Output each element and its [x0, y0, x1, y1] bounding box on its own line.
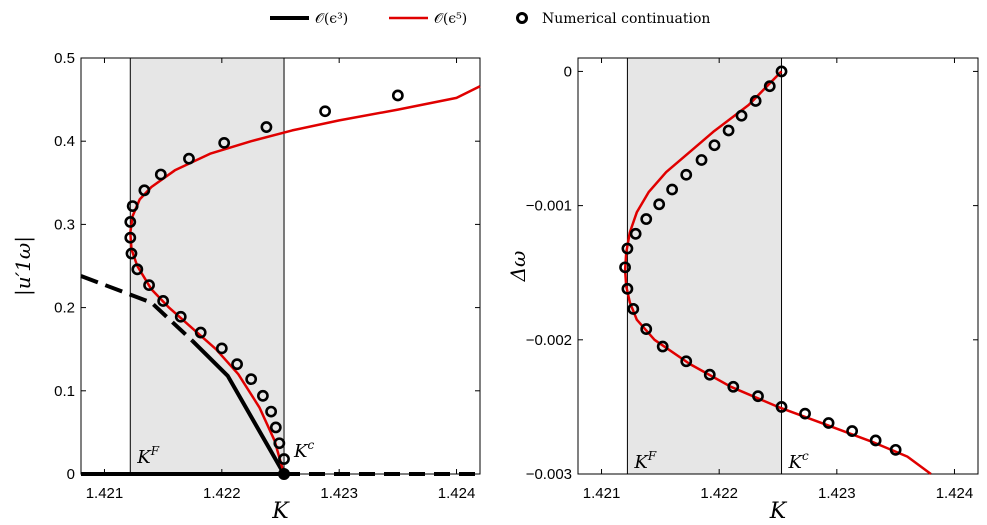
legend-label-numerical: Numerical continuation	[542, 11, 710, 27]
numerical-point	[735, 109, 748, 122]
legend: 𝒪(ϵ³) 𝒪(ϵ⁵) Numerical continuation	[270, 11, 710, 27]
numerical-point	[775, 401, 788, 413]
numerical-point	[640, 323, 653, 335]
numerical-point	[269, 421, 282, 434]
numerical-point	[708, 139, 721, 152]
annotation-kc: Kc	[293, 438, 314, 462]
y-tick-label: −0.001	[526, 198, 572, 215]
y-axis-label: |u′1ω|	[11, 236, 36, 296]
numerical-point	[619, 261, 631, 274]
numerical-point	[889, 443, 902, 456]
x-tick-label: 1.422	[203, 485, 241, 502]
y-tick-label: 0	[564, 63, 572, 80]
numerical-point	[822, 417, 835, 429]
y-tick-label: 0.5	[54, 50, 75, 67]
numerical-point	[245, 373, 258, 386]
x-tick-label: 1.423	[320, 485, 358, 502]
numerical-point	[124, 231, 137, 244]
numerical-point	[319, 105, 331, 118]
numerical-point	[265, 405, 278, 418]
x-tick-label: 1.422	[700, 485, 738, 502]
numerical-point	[174, 310, 187, 323]
legend-label-o5: 𝒪(ϵ⁵)	[434, 11, 467, 27]
numerical-point	[775, 65, 788, 78]
numerical-point	[752, 390, 764, 403]
numerical-point	[621, 242, 634, 255]
annotation-kf: KF	[136, 444, 159, 468]
x-tick-label: 1.423	[818, 485, 856, 502]
numerical-point	[138, 184, 151, 197]
o5-curve	[129, 85, 481, 475]
y-tick-label: 0.1	[54, 383, 75, 400]
numerical-point	[680, 168, 693, 181]
numerical-point	[183, 152, 195, 165]
y-tick-label: −0.002	[526, 332, 572, 349]
numerical-point	[154, 168, 167, 181]
y-axis-label: Δω	[506, 251, 530, 283]
annotation-kf: KF	[633, 449, 656, 473]
numerical-point	[799, 407, 811, 420]
numerical-point	[231, 358, 243, 371]
y-tick-label: 0.2	[54, 300, 75, 317]
numerical-point	[194, 326, 207, 339]
o5-curve	[623, 70, 932, 476]
numerical-point	[260, 121, 273, 133]
numerical-point	[869, 434, 882, 447]
x-tick-label: 1.424	[936, 485, 974, 502]
left-panel: 1.421 1.422 1.423 1.424 0 0.1 0.2 0.3 0.4 0.5 K |u′…	[11, 50, 481, 524]
numerical-point	[695, 154, 708, 166]
numerical-point	[131, 263, 144, 276]
x-tick-label: 1.424	[438, 485, 476, 502]
numerical-point	[621, 282, 634, 295]
o3-upper-unstable-line	[80, 274, 194, 343]
x-tick-label: 1.421	[86, 485, 124, 502]
numerical-point	[256, 389, 269, 402]
y-tick-label: 0.4	[54, 133, 75, 150]
y-tick-label: 0	[67, 466, 75, 483]
numerical-point	[846, 425, 859, 437]
x-tick-label: 1.421	[583, 485, 621, 502]
numerical-point	[703, 368, 716, 381]
axes-frame	[577, 57, 979, 475]
shaded-band	[627, 58, 782, 474]
numerical-point	[143, 279, 155, 292]
numerical-point	[722, 124, 735, 137]
numerical-point	[749, 95, 762, 107]
numerical-point	[640, 213, 653, 225]
legend-swatch-numerical	[516, 12, 528, 24]
numerical-point	[215, 342, 228, 355]
numerical-point	[629, 227, 642, 240]
numerical-point	[157, 295, 170, 307]
right-panel: 1.421 1.422 1.423 1.424 0 −0.001 −0.002 −0.003 K…	[506, 57, 979, 524]
numerical-point	[666, 183, 679, 196]
x-axis-label: K	[271, 499, 290, 524]
numerical-point	[218, 136, 231, 149]
numerical-point	[278, 453, 290, 465]
numerical-point	[126, 200, 139, 212]
numerical-point	[273, 437, 286, 450]
numerical-point	[680, 355, 693, 368]
legend-label-o3: 𝒪(ϵ³)	[315, 11, 348, 27]
y-tick-label: 0.3	[54, 216, 75, 233]
y-tick-label: −0.003	[526, 466, 572, 483]
numerical-point	[627, 303, 640, 315]
numerical-point	[763, 80, 776, 93]
numerical-point	[124, 216, 137, 228]
annotation-kc: Kc	[788, 449, 809, 473]
numerical-point	[125, 247, 138, 260]
o3-upper-stable-line	[191, 339, 286, 475]
numerical-point	[727, 380, 740, 393]
bifurcation-point	[278, 468, 291, 480]
numerical-point	[656, 340, 669, 353]
numerical-point	[653, 198, 666, 211]
x-axis-label: K	[769, 499, 788, 524]
numerical-point	[391, 89, 404, 102]
